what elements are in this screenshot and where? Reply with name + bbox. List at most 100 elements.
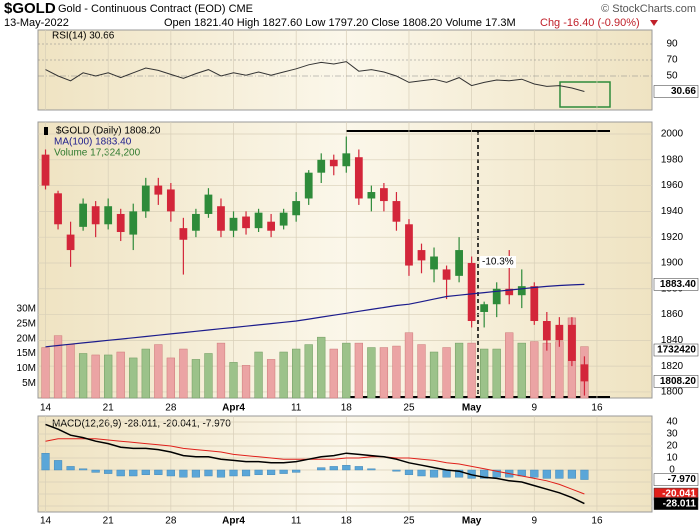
candle-body — [329, 159, 338, 167]
ma-line — [45, 283, 585, 348]
histogram-bar — [141, 469, 150, 476]
volume-bar — [279, 351, 288, 399]
highlight-box — [559, 81, 611, 108]
histogram-bar — [79, 468, 88, 471]
candle-body — [292, 201, 301, 216]
volume-bar — [129, 357, 138, 399]
rsi-title: RSI(14) 30.66 — [52, 31, 115, 42]
volume-bar — [317, 336, 326, 399]
volume-bar — [292, 348, 301, 399]
volume-bar — [492, 348, 501, 399]
volume-bar — [530, 341, 539, 399]
volume-bar — [204, 353, 213, 399]
value-label: 1732420 — [657, 345, 696, 356]
candle-body — [79, 203, 88, 227]
quote-date: 13-May-2022 — [4, 17, 69, 29]
value-label: -20.041 — [662, 489, 696, 500]
candle-body — [492, 288, 501, 305]
volume-tick-label: 30M — [17, 304, 36, 315]
candle-body — [480, 304, 489, 312]
volume-bar — [266, 359, 276, 399]
histogram-bar — [204, 469, 213, 477]
volume-bar — [53, 335, 63, 399]
y-tick-label: 1840 — [661, 335, 684, 346]
candle-body — [104, 206, 113, 225]
histogram-bar — [53, 460, 63, 471]
change: Chg -16.40 (-0.90%) — [540, 17, 640, 29]
candle-body — [154, 185, 163, 195]
volume-bar — [555, 341, 564, 399]
candle-body — [91, 206, 100, 225]
candle-body — [530, 286, 539, 322]
volume-tick-label: 25M — [17, 318, 36, 329]
candle-body — [542, 321, 551, 341]
histogram-bar — [116, 469, 125, 477]
y-tick-label: 90 — [666, 39, 678, 50]
instrument-name: Gold - Continuous Contract (EOD) CME — [58, 3, 253, 15]
volume-tick-label: 10M — [17, 363, 36, 374]
y-tick-label: 1800 — [661, 387, 684, 398]
candle-body — [442, 269, 451, 280]
candle-body — [392, 201, 401, 222]
y-tick-label: 1980 — [661, 154, 684, 165]
y-tick-label: 1960 — [661, 180, 684, 191]
down-arrow — [650, 20, 658, 26]
y-tick-label: 20 — [666, 441, 678, 452]
histogram-bar — [480, 469, 489, 479]
volume-bar — [191, 359, 201, 399]
volume-bar — [66, 344, 75, 399]
x-tick-label: 16 — [591, 403, 603, 414]
x-tick-label: Apr4 — [222, 516, 245, 527]
value-box — [653, 375, 699, 388]
y-tick-label: 1860 — [661, 309, 684, 320]
histogram-bar — [354, 466, 363, 471]
value-box — [653, 497, 699, 510]
x-tick-label: 21 — [103, 403, 115, 414]
value-box — [653, 343, 699, 357]
signal-line — [45, 438, 585, 495]
volume-bar — [229, 362, 238, 399]
histogram-bar — [530, 469, 539, 478]
x-tick-label: 16 — [591, 516, 603, 527]
x-tick-label: 21 — [103, 516, 115, 527]
candle-body — [467, 262, 476, 322]
x-tick-label: 11 — [291, 403, 302, 414]
value-label: 30.66 — [671, 86, 696, 97]
ma-legend: MA(100) 1883.40 — [54, 137, 132, 148]
candle-body — [430, 256, 438, 270]
macd-title: MACD(12,26,9) -28.011, -20.041, -7.970 — [52, 419, 231, 430]
histogram-bar — [292, 469, 301, 473]
histogram-bar — [166, 469, 175, 477]
histogram-bar — [455, 469, 464, 478]
volume-bar — [116, 351, 125, 399]
histogram-bar — [392, 469, 401, 472]
x-tick-label: 9 — [532, 403, 538, 414]
y-tick-label: 50 — [666, 71, 678, 82]
y-tick-label: 40 — [666, 417, 678, 428]
candle-body — [254, 212, 263, 229]
value-box — [653, 473, 699, 486]
volume-bar — [454, 342, 464, 399]
volume-bar — [41, 347, 50, 399]
histogram-bar — [429, 469, 439, 478]
macd-line — [45, 423, 585, 505]
candle-body — [568, 324, 576, 361]
volume-bar — [367, 347, 376, 399]
candle-body — [555, 324, 564, 341]
histogram-bar — [567, 469, 576, 479]
symbol: $GOLD — [4, 0, 56, 17]
histogram-bar — [104, 469, 113, 474]
candle-body — [417, 250, 426, 261]
histogram-bar — [267, 469, 276, 476]
x-tick-label: May — [462, 516, 482, 527]
candle-body — [505, 288, 514, 296]
volume-bar — [154, 344, 163, 399]
volume-bar — [104, 354, 113, 399]
candle-body — [41, 154, 50, 186]
candle-body — [54, 193, 62, 225]
histogram-bar — [241, 469, 251, 477]
x-tick-label: 9 — [532, 516, 538, 527]
volume-bar — [329, 348, 338, 399]
volume-bar — [241, 365, 251, 399]
